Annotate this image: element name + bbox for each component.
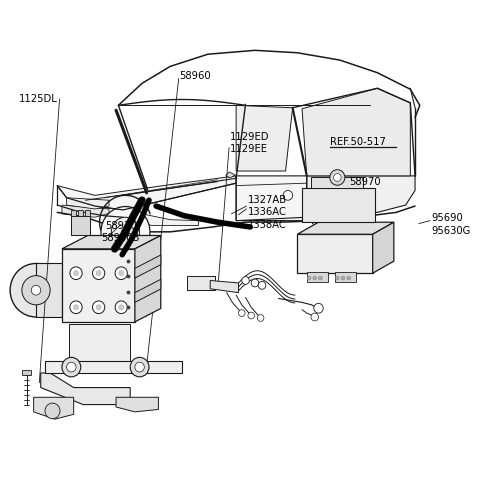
Circle shape (283, 190, 293, 200)
Polygon shape (302, 88, 410, 176)
Polygon shape (135, 236, 161, 322)
Polygon shape (335, 272, 356, 282)
Circle shape (347, 276, 350, 280)
Polygon shape (226, 172, 235, 178)
Circle shape (10, 264, 62, 317)
Text: 58970: 58970 (349, 177, 381, 187)
Circle shape (314, 304, 323, 313)
Polygon shape (302, 188, 375, 222)
Polygon shape (210, 281, 239, 293)
Polygon shape (78, 210, 83, 216)
Circle shape (122, 228, 129, 236)
Circle shape (334, 174, 341, 182)
Text: 1125DL: 1125DL (19, 94, 57, 104)
Text: 95690
95630G: 95690 95630G (432, 213, 471, 236)
Circle shape (311, 313, 319, 321)
Circle shape (338, 221, 346, 230)
Circle shape (22, 276, 50, 305)
Polygon shape (297, 234, 372, 273)
Circle shape (327, 210, 357, 241)
Polygon shape (36, 264, 62, 317)
Circle shape (319, 276, 322, 280)
Circle shape (73, 271, 78, 276)
Circle shape (111, 217, 140, 246)
Text: 58960: 58960 (180, 71, 211, 81)
Circle shape (119, 271, 124, 276)
Polygon shape (57, 176, 236, 210)
Polygon shape (236, 176, 307, 221)
Polygon shape (307, 176, 415, 217)
Polygon shape (297, 222, 394, 234)
Polygon shape (123, 210, 198, 225)
Polygon shape (41, 373, 130, 405)
Polygon shape (46, 361, 182, 373)
Polygon shape (312, 178, 363, 188)
Circle shape (62, 357, 81, 377)
Circle shape (251, 279, 259, 287)
Polygon shape (372, 222, 394, 273)
Circle shape (31, 285, 41, 295)
Circle shape (330, 170, 345, 185)
Circle shape (115, 267, 127, 280)
Text: 1129ED
1129EE: 1129ED 1129EE (230, 132, 269, 154)
Text: 1327AB
1336AC
1338AC: 1327AB 1336AC 1338AC (248, 195, 287, 230)
Polygon shape (62, 249, 135, 322)
Circle shape (307, 276, 311, 280)
Circle shape (135, 362, 144, 372)
Polygon shape (135, 255, 161, 278)
Circle shape (93, 301, 105, 314)
Circle shape (130, 357, 149, 377)
Polygon shape (62, 205, 109, 217)
Circle shape (316, 198, 369, 253)
Polygon shape (62, 236, 161, 249)
Circle shape (73, 305, 78, 310)
Circle shape (96, 305, 101, 310)
Polygon shape (85, 210, 90, 216)
Polygon shape (22, 369, 31, 375)
Polygon shape (187, 276, 215, 290)
Polygon shape (69, 325, 130, 361)
Polygon shape (34, 397, 73, 419)
Polygon shape (236, 105, 293, 171)
Circle shape (239, 310, 245, 317)
Polygon shape (116, 397, 158, 412)
Circle shape (341, 276, 345, 280)
Circle shape (67, 362, 76, 372)
Circle shape (70, 267, 82, 280)
Circle shape (248, 312, 254, 319)
Circle shape (242, 277, 249, 285)
Circle shape (313, 276, 317, 280)
Text: 58920
58900B: 58920 58900B (102, 221, 140, 243)
Circle shape (336, 276, 339, 280)
Text: REF.50-517: REF.50-517 (330, 137, 386, 147)
Polygon shape (72, 216, 90, 236)
Circle shape (45, 403, 60, 419)
Circle shape (258, 282, 266, 289)
Circle shape (119, 305, 124, 310)
Circle shape (96, 271, 101, 276)
Circle shape (93, 267, 105, 280)
Polygon shape (307, 272, 328, 282)
Circle shape (101, 206, 150, 257)
Polygon shape (135, 279, 161, 303)
Polygon shape (72, 210, 76, 216)
Circle shape (115, 301, 127, 314)
Circle shape (257, 315, 264, 322)
Polygon shape (67, 198, 109, 209)
Circle shape (70, 301, 82, 314)
